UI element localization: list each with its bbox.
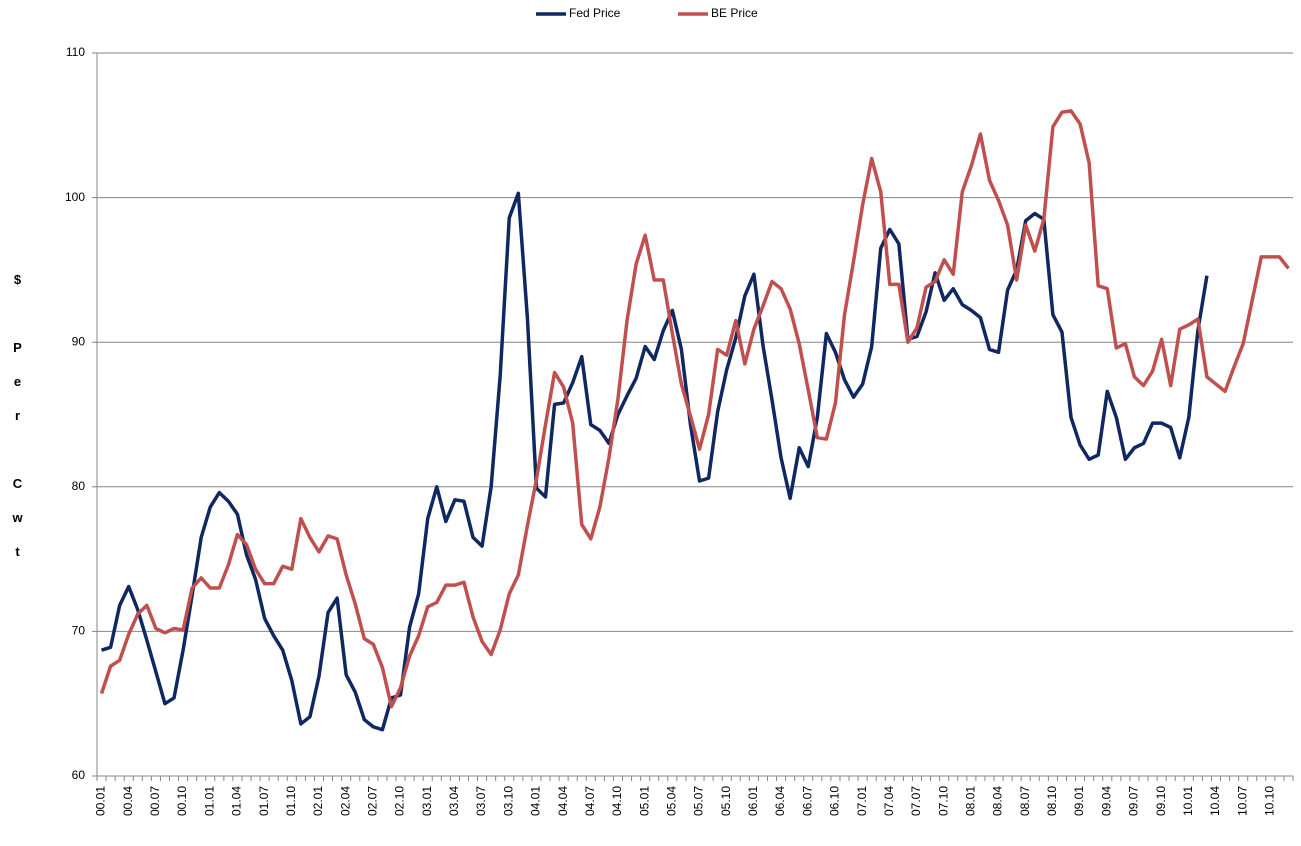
- x-tick-label: 07.01: [855, 786, 869, 816]
- x-tick-label: 01.07: [257, 786, 271, 816]
- x-tick-label: 04.01: [529, 786, 543, 816]
- x-tick-label: 02.01: [311, 786, 325, 816]
- x-tick-label: 02.10: [393, 786, 407, 816]
- y-tick-label: 80: [72, 479, 86, 493]
- x-tick-label: 08.01: [964, 786, 978, 816]
- x-tick-label: 00.07: [148, 786, 162, 816]
- line-series: [99, 109, 1290, 709]
- x-tick-label: 06.10: [828, 786, 842, 816]
- y-tick-label: 100: [65, 190, 85, 204]
- x-tick-label: 06.01: [746, 786, 760, 816]
- x-tick-label: 00.01: [94, 786, 108, 816]
- y-tick-label: 70: [72, 624, 86, 638]
- x-tick-label: 05.10: [719, 786, 733, 816]
- x-tick-label: 07.07: [909, 786, 923, 816]
- legend-label: BE Price: [711, 6, 758, 20]
- x-tick-label: 01.10: [284, 786, 298, 816]
- x-tick-label: 06.04: [773, 786, 787, 816]
- x-tick-label: 00.04: [121, 786, 135, 816]
- x-tick-label: 09.07: [1127, 786, 1141, 816]
- x-tick-label: 09.01: [1072, 786, 1086, 816]
- x-tick-label: 10.10: [1263, 786, 1277, 816]
- x-tick-label: 10.07: [1235, 786, 1249, 816]
- x-tick-label: 07.10: [936, 786, 950, 816]
- y-tick-label: 110: [66, 45, 85, 59]
- x-tick-label: 09.04: [1099, 786, 1113, 816]
- x-tick-label: 03.07: [474, 786, 488, 816]
- x-tick-label: 07.04: [882, 786, 896, 816]
- y-tick-label: 90: [72, 334, 86, 348]
- x-tick-label: 08.07: [1018, 786, 1032, 816]
- y-axis-label: $ Per Cwt: [10, 272, 25, 578]
- x-tick-label: 03.01: [420, 786, 434, 816]
- x-tick-label: 02.07: [366, 786, 380, 816]
- x-tick-label: 00.10: [175, 786, 189, 816]
- x-tick-label: 08.10: [1045, 786, 1059, 816]
- x-tick-label: 02.04: [338, 786, 352, 816]
- y-tick-label: 60: [72, 768, 86, 782]
- x-tick-label: 01.04: [230, 786, 244, 816]
- x-tick-label: 09.10: [1154, 786, 1168, 816]
- x-tick-label: 10.01: [1181, 786, 1195, 816]
- x-tick-label: 03.04: [447, 786, 461, 816]
- x-tick-label: 05.01: [637, 786, 651, 816]
- x-tick-label: 10.04: [1208, 786, 1222, 816]
- x-tick-label: 05.04: [665, 786, 679, 816]
- x-tick-label: 06.07: [800, 786, 814, 816]
- x-tick-label: 03.10: [501, 786, 515, 816]
- x-tick-label: 04.10: [610, 786, 624, 816]
- legend-label: Fed Price: [569, 6, 621, 20]
- x-tick-label: 01.01: [202, 786, 216, 816]
- x-tick-label: 05.07: [692, 786, 706, 816]
- x-tick-label: 04.07: [583, 786, 597, 816]
- x-tick-label: 04.04: [556, 786, 570, 816]
- x-tick-label: 08.04: [991, 786, 1005, 816]
